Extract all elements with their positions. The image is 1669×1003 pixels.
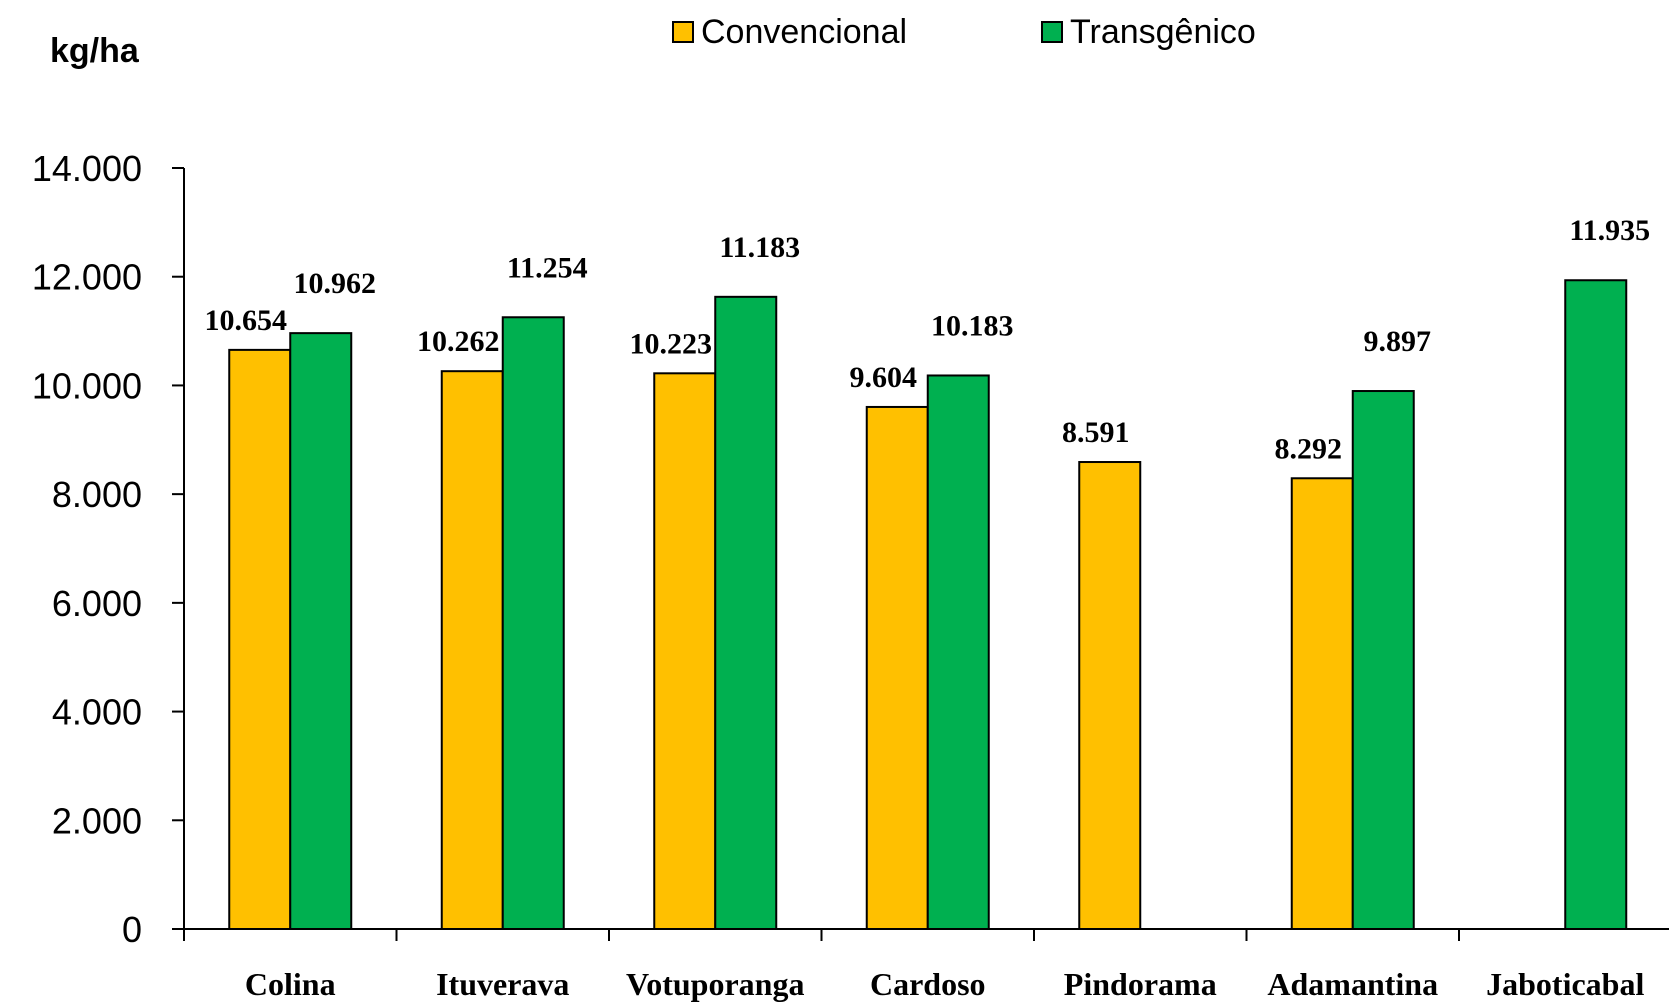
legend: Convencional Transgênico [672, 13, 1256, 51]
bar-convencional [653, 372, 717, 930]
category-label: Cardoso [870, 966, 986, 1002]
legend-label: Transgênico [1070, 13, 1256, 51]
legend-swatch-convencional [672, 21, 694, 43]
y-tick-label: 4.000 [52, 692, 142, 733]
data-label: 11.935 [1569, 214, 1650, 247]
bar-convencional [440, 370, 504, 930]
data-label: 8.292 [1275, 432, 1343, 465]
data-label: 10.654 [205, 304, 288, 337]
data-label: 9.897 [1364, 325, 1432, 358]
y-axis-title: kg/ha [50, 32, 140, 70]
bar-transgenico [926, 374, 990, 930]
data-label: 10.183 [931, 309, 1014, 342]
data-label: 11.183 [719, 231, 800, 264]
bar-convencional [1078, 461, 1142, 930]
category-label: Ituverava [436, 966, 569, 1002]
data-label: 8.591 [1062, 416, 1130, 449]
bar-transgenico [289, 332, 353, 930]
data-label: 10.962 [294, 267, 377, 300]
bar-transgenico [501, 316, 565, 930]
data-labels: 10.654 10.262 10.223 9.604 8.591 8.292 10.962 1… [205, 214, 1651, 465]
axes: 0 2.000 4.000 6.000 8.000 10.000 12.000 14.000 C… [32, 148, 1669, 1002]
legend-swatch-transgenico [1041, 21, 1063, 43]
category-label: Jaboticabal [1486, 966, 1644, 1002]
category-label: Pindorama [1064, 966, 1217, 1002]
y-tick-label: 2.000 [52, 800, 142, 841]
y-tick-label: 14.000 [32, 148, 142, 189]
data-label: 10.262 [417, 325, 500, 358]
bar-convencional [1290, 477, 1354, 930]
category-label: Adamantina [1267, 966, 1438, 1002]
data-label: 11.254 [507, 251, 588, 284]
category-label: Colina [245, 966, 336, 1002]
legend-label: Convencional [701, 13, 907, 51]
y-tick-label: 12.000 [32, 257, 142, 298]
y-tick-label: 0 [122, 909, 142, 950]
bars [228, 279, 1628, 931]
bar-transgenico [714, 295, 778, 930]
y-tick-label: 10.000 [32, 365, 142, 406]
bar-transgenico [1564, 279, 1628, 930]
category-label: Votuporanga [626, 966, 804, 1002]
y-tick-label: 8.000 [52, 474, 142, 515]
bar-transgenico [1351, 390, 1415, 930]
bar-convencional [228, 348, 292, 930]
y-tick-label: 6.000 [52, 583, 142, 624]
data-label: 9.604 [850, 361, 918, 394]
bar-convencional [865, 405, 929, 931]
data-label: 10.223 [630, 327, 713, 360]
